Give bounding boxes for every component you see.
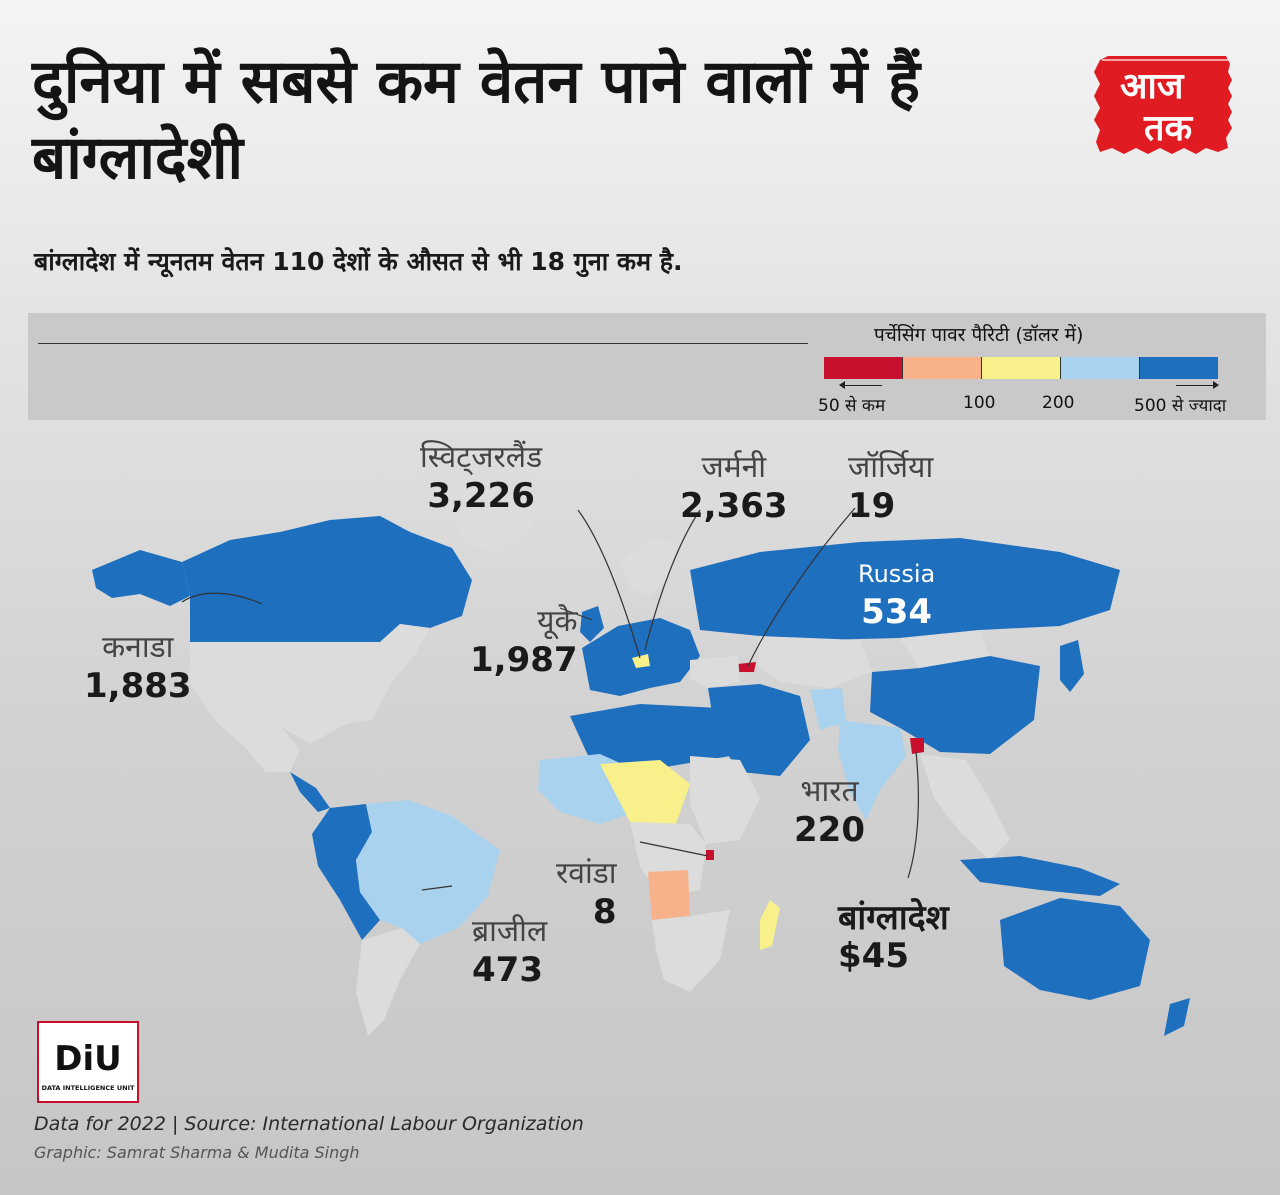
- map-madagascar: [760, 900, 780, 950]
- world-map: [92, 460, 1190, 1036]
- legend-swatch-2: [903, 357, 982, 379]
- legend-tick-200: 200: [1042, 393, 1075, 413]
- footer-credit: Graphic: Samrat Sharma & Mudita Singh: [34, 1143, 360, 1162]
- legend-tick-low: 50 से कम: [818, 396, 886, 416]
- legend-swatches: [824, 357, 1218, 379]
- map-china: [870, 656, 1040, 754]
- map-russia: [690, 538, 1120, 640]
- callout-uk: यूके 1,987: [470, 604, 578, 680]
- leader-bangladesh: [907, 751, 919, 879]
- callout-name: बांग्लादेश: [838, 898, 949, 938]
- callout-brazil: ब्राजील 473: [472, 914, 547, 990]
- leader-rwanda: [639, 841, 709, 857]
- legend-tick-100: 100: [963, 393, 996, 413]
- diu-logo-subtext: DATA INTELLIGENCE UNIT: [42, 1084, 135, 1092]
- map-brazil: [356, 800, 500, 944]
- legend-swatch-3: [982, 357, 1061, 379]
- map-india: [838, 720, 906, 820]
- leader-georgia: [747, 507, 856, 667]
- leader-germany: [644, 509, 701, 651]
- aajtak-logo: आज तक: [1094, 56, 1232, 154]
- callout-russia: Russia 534: [858, 556, 935, 632]
- map-canada: [182, 516, 472, 642]
- legend-panel: पर्चेसिंग पावर पैरिटी (डॉलर में) 50 से क…: [28, 313, 1266, 420]
- map-sahel: [600, 760, 690, 824]
- diu-logo: DiU DATA INTELLIGENCE UNIT: [37, 1021, 139, 1103]
- map-southern-africa: [652, 910, 730, 992]
- callout-value: $45: [838, 936, 909, 976]
- map-scandinavia: [620, 538, 680, 596]
- map-southern-cone: [356, 928, 420, 1036]
- legend-swatch-5: [1140, 357, 1218, 379]
- callout-value: 2,363: [680, 486, 788, 526]
- callout-canada: कनाडा 1,883: [84, 630, 192, 706]
- map-alaska: [92, 550, 190, 606]
- map-japan: [1060, 640, 1084, 692]
- callout-value: 473: [472, 950, 543, 990]
- map-australia: [1000, 898, 1150, 1000]
- map-mongolia: [900, 630, 990, 668]
- footer-source: Data for 2022 | Source: International La…: [34, 1113, 584, 1135]
- callout-india: भारत 220: [794, 774, 865, 850]
- legend-swatch-1: [824, 357, 903, 379]
- callout-value: 1,987: [470, 640, 578, 680]
- map-usa: [190, 624, 430, 744]
- callout-value: 534: [861, 592, 933, 632]
- map-southeast-asia: [920, 754, 1010, 860]
- callout-value: 1,883: [84, 666, 192, 706]
- map-switzerland: [632, 654, 650, 668]
- arrow-left-icon: [839, 381, 882, 389]
- callout-rwanda: रवांडा 8: [556, 856, 617, 932]
- leader-uk: [559, 607, 593, 621]
- callout-name: यूके: [537, 604, 578, 639]
- diu-logo-text: DiU: [54, 1039, 122, 1079]
- callout-name: ब्राजील: [472, 914, 548, 949]
- map-east-africa: [690, 756, 760, 844]
- callout-name: भारत: [800, 774, 859, 809]
- callout-name: जॉर्जिया: [848, 450, 934, 485]
- callout-bangladesh: बांग्लादेश $45: [838, 900, 949, 976]
- page-subtitle: बांग्लादेश में न्यूनतम वेतन 110 देशों के…: [34, 247, 683, 276]
- leader-brazil: [421, 885, 453, 891]
- legend-tick-high: 500 से ज्यादा: [1134, 396, 1227, 416]
- callout-georgia: जॉर्जिया 19: [848, 450, 933, 526]
- legend-title: पर्चेसिंग पावर पैरिटी (डॉलर में): [874, 324, 1084, 346]
- legend-swatch-4: [1061, 357, 1140, 379]
- callout-name: Russia: [858, 560, 936, 588]
- legend-divider: [38, 343, 808, 344]
- map-turkey-caucasus: [690, 656, 740, 688]
- callout-germany: जर्मनी 2,363: [680, 450, 788, 526]
- map-central-america: [290, 772, 330, 812]
- map-greenland: [420, 460, 540, 552]
- map-bangladesh: [910, 738, 924, 754]
- callout-name: स्विट्जरलैंड: [420, 440, 543, 475]
- map-middle-east: [708, 684, 810, 776]
- callout-value: 19: [848, 486, 896, 526]
- map-indonesia: [960, 856, 1120, 896]
- logo-line-2: तक: [1143, 108, 1194, 149]
- map-uk: [580, 606, 604, 642]
- callout-value: 220: [794, 810, 865, 850]
- map-angola: [648, 870, 690, 920]
- logo-line-1: आज: [1120, 66, 1185, 107]
- callout-name: रवांडा: [556, 856, 617, 891]
- map-kazakhstan: [758, 636, 872, 688]
- map-new-zealand: [1164, 998, 1190, 1036]
- map-mexico: [206, 708, 300, 772]
- leader-switzerland: [577, 509, 641, 659]
- callout-name: जर्मनी: [701, 450, 767, 485]
- leader-canada: [181, 592, 263, 605]
- callout-name: कनाडा: [102, 630, 174, 665]
- callout-value: 3,226: [427, 476, 535, 516]
- callout-value: 8: [592, 892, 617, 932]
- map-rwanda: [706, 850, 714, 860]
- map-pakistan: [810, 688, 846, 730]
- arrow-right-icon: [1176, 381, 1219, 389]
- page-title: दुनिया में सबसे कम वेतन पाने वालों में ह…: [32, 47, 921, 193]
- map-north-africa: [570, 704, 730, 768]
- map-georgia: [738, 662, 756, 672]
- map-colombia-peru: [312, 804, 380, 940]
- callout-switzerland: स्विट्जरलैंड 3,226: [420, 440, 542, 516]
